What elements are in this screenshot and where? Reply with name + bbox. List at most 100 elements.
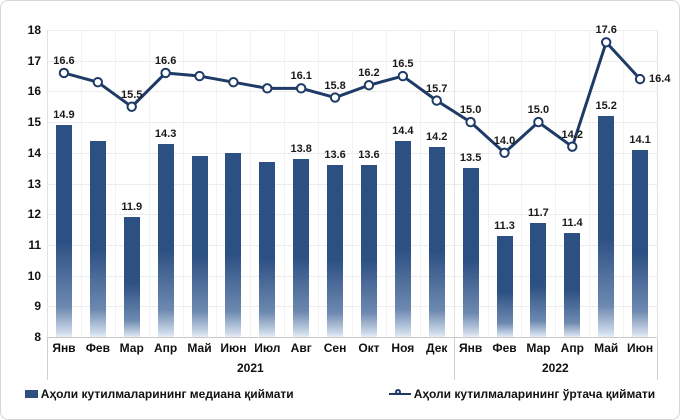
line-value-label: 15.0: [459, 104, 482, 117]
line-value-label: 17.6: [595, 24, 617, 37]
gridline-v: [657, 30, 658, 337]
line-value-label: 15.0: [527, 104, 550, 117]
line-marker: [160, 67, 171, 79]
y-tick-label: 18: [27, 23, 41, 37]
y-tick-label: 14: [27, 145, 41, 160]
bar-фев-13: [496, 235, 513, 337]
line-marker: [126, 101, 137, 112]
line-value-label: 16.4: [649, 73, 671, 86]
y-tick-label: 10: [27, 268, 41, 283]
line-value-label: 16.2: [358, 67, 380, 80]
bar-апр-3: [157, 143, 174, 337]
bar-value-label: 11.7: [527, 207, 549, 220]
line-value-label: 14.0: [493, 134, 516, 147]
y-tick-label: 13: [27, 176, 41, 191]
x-month-label: Мар: [526, 341, 551, 355]
axis-separator: [47, 338, 48, 380]
bar-value-label: 14.4: [392, 124, 414, 137]
bar-value-label: 13.5: [459, 152, 482, 165]
gridline-v: [250, 30, 252, 337]
x-month-label: Май: [187, 341, 212, 355]
line-marker: [465, 116, 476, 128]
bar-авг-7: [293, 158, 310, 337]
x-axis-line: [47, 337, 657, 338]
y-tick-label: 15: [27, 115, 41, 130]
x-month-label: Апр: [153, 341, 178, 355]
line-marker: [499, 147, 510, 159]
bar-июн-17: [632, 149, 649, 337]
bar-value-label: 13.6: [324, 149, 346, 162]
y-tick-label: 12: [27, 207, 41, 222]
x-year-label: 2022: [541, 361, 569, 375]
line-marker: [58, 67, 70, 79]
gridline-v: [182, 30, 184, 337]
bar-value-label: 13.6: [358, 149, 380, 162]
bar-дек-11: [428, 146, 445, 337]
line-value-label: 16.6: [154, 54, 177, 67]
gridline-v: [419, 30, 421, 337]
legend-item-median: Аҳоли кутилмаларининг медиана қиймати: [24, 387, 294, 401]
bar-value-label: 13.8: [290, 142, 312, 155]
bar-май-4: [191, 155, 208, 337]
x-month-label: Янв: [52, 341, 76, 355]
axis-separator: [453, 338, 455, 380]
bar-value-label: 15.2: [595, 99, 617, 112]
bar-окт-9: [360, 165, 377, 337]
line-value-label: 16.6: [53, 54, 75, 67]
line-marker: [329, 92, 341, 103]
line-marker-swatch-icon: [388, 389, 411, 399]
y-tick-label: 16: [27, 84, 41, 99]
line-marker: [431, 95, 442, 106]
bar-мар-2: [123, 217, 140, 337]
line-value-label: 16.5: [392, 58, 414, 71]
bar-value-label: 11.4: [561, 216, 583, 229]
bar-июн-5: [225, 152, 242, 337]
legend-average-label: Аҳоли кутилмаларининг ўртача қиймати: [413, 387, 656, 401]
line-marker: [194, 70, 205, 82]
gridline-v: [487, 30, 489, 337]
bar-value-label: 14.9: [53, 109, 75, 122]
line-value-label: 14.2: [561, 128, 583, 141]
x-month-label: Ноя: [391, 341, 415, 355]
bar-value-label: 11.3: [494, 219, 515, 232]
legend: Аҳоли кутилмаларининг медиана қиймати Аҳ…: [1, 387, 679, 401]
gridline-v: [318, 30, 320, 337]
x-month-label: Июн: [220, 341, 247, 355]
line-value-label: 15.8: [324, 79, 346, 92]
line-marker: [295, 83, 307, 94]
gridline-v: [47, 30, 48, 337]
bar-фев-1: [89, 140, 106, 337]
gridline-v: [148, 30, 150, 337]
line-marker: [397, 70, 409, 82]
gridline-v: [453, 30, 455, 337]
gridline-v: [385, 30, 387, 337]
x-month-label: Сен: [323, 341, 347, 355]
x-year-label: 2021: [236, 361, 264, 375]
x-month-label: Июл: [254, 341, 281, 355]
y-tick-label: 17: [27, 53, 41, 68]
bar-июл-6: [259, 162, 276, 337]
line-value-label: 15.5: [121, 88, 143, 101]
line-marker: [533, 116, 544, 128]
gridline-v: [284, 30, 286, 337]
bar-май-16: [598, 115, 615, 337]
x-month-label: Фев: [492, 341, 517, 355]
y-tick-label: 8: [34, 330, 41, 344]
x-month-label: Окт: [358, 341, 380, 355]
x-month-label: Янв: [459, 341, 483, 355]
gridline-v: [80, 30, 82, 337]
line-marker: [363, 80, 375, 91]
x-month-label: Авг: [290, 341, 312, 355]
line-marker: [600, 37, 612, 48]
gridline-v: [521, 30, 523, 337]
gridline-v: [623, 30, 625, 337]
legend-item-average: Аҳоли кутилмаларининг ўртача қиймати: [388, 387, 656, 401]
bar-янв-12: [462, 168, 479, 337]
line-marker: [262, 83, 273, 94]
bar-value-label: 14.1: [629, 133, 651, 146]
line-marker: [228, 76, 239, 88]
plot-area: 14.9 11.9 14.3 13.8 13.6 13.6 14.4 14.2 13.5 11.3…: [47, 24, 670, 337]
y-tick-label: 11: [28, 237, 41, 252]
gridline-v: [555, 30, 557, 337]
